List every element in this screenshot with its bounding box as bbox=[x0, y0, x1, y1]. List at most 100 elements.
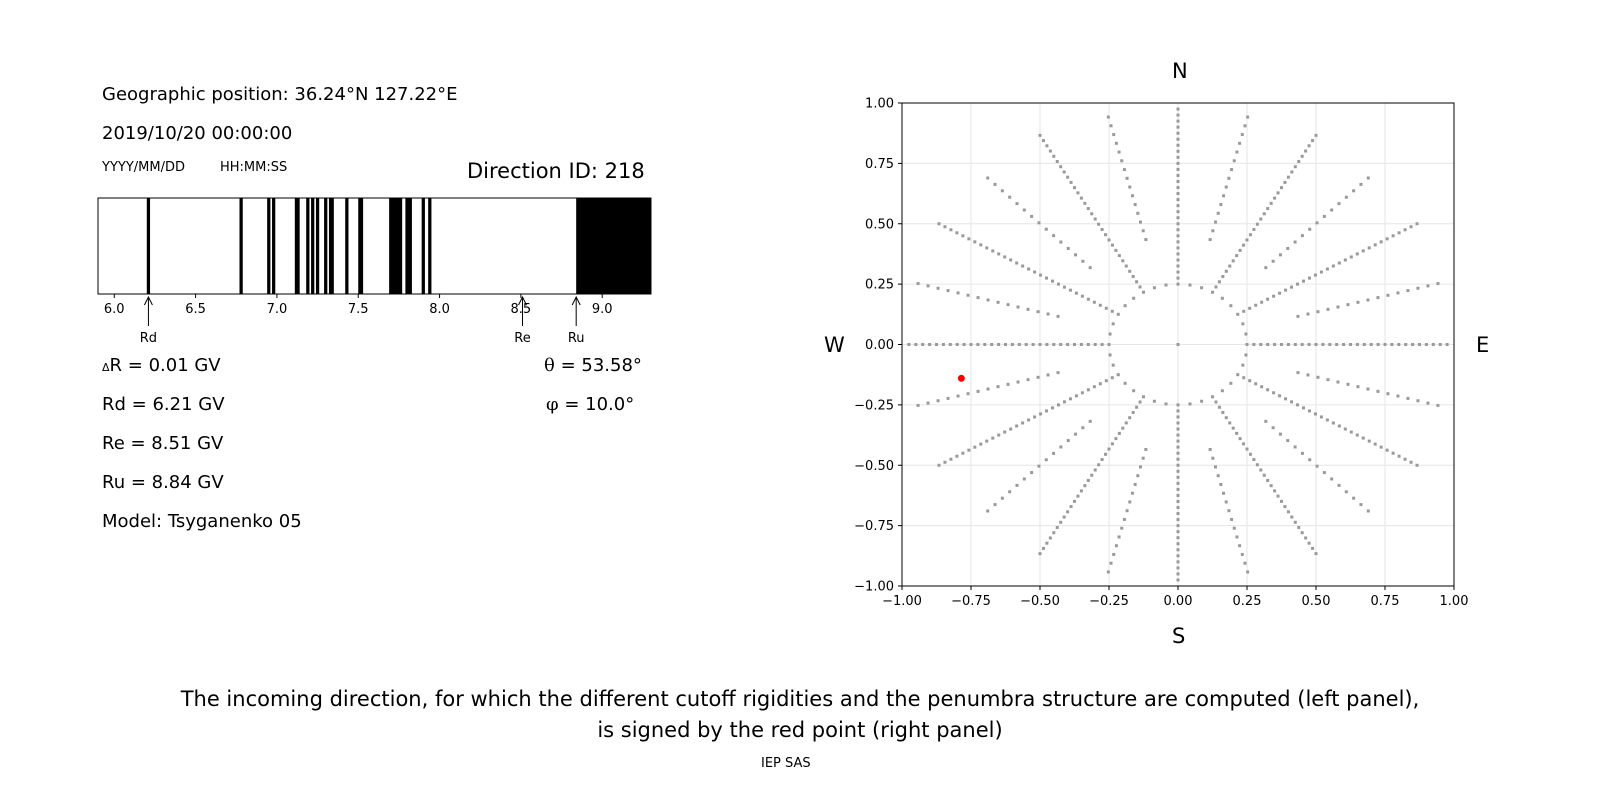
direction-point bbox=[1176, 167, 1180, 171]
direction-point bbox=[1176, 107, 1180, 111]
direction-point bbox=[1244, 332, 1248, 336]
direction-point bbox=[1176, 433, 1180, 437]
direction-point bbox=[1111, 322, 1115, 326]
direction-point bbox=[1176, 427, 1180, 431]
direction-point bbox=[916, 403, 920, 407]
direction-point bbox=[1117, 150, 1121, 154]
delta-symbol: Δ bbox=[102, 361, 110, 374]
direction-point bbox=[1266, 297, 1270, 301]
penumbra-tick-label: 6.5 bbox=[185, 302, 206, 317]
direction-point bbox=[1136, 211, 1140, 215]
x-tick-label: −0.75 bbox=[951, 594, 991, 609]
direction-point bbox=[1176, 173, 1180, 177]
direction-point bbox=[1359, 503, 1363, 507]
penumbra-tick-label: 7.0 bbox=[267, 302, 288, 317]
direction-point bbox=[1260, 385, 1264, 389]
direction-point bbox=[1219, 482, 1223, 486]
direction-point bbox=[1062, 400, 1066, 404]
direction-point bbox=[1176, 125, 1180, 129]
direction-point bbox=[1220, 296, 1224, 300]
direction-point bbox=[1059, 520, 1063, 524]
direction-point bbox=[1076, 494, 1080, 498]
direction-point bbox=[1259, 217, 1263, 221]
direction-point bbox=[1313, 412, 1317, 416]
direction-point bbox=[1086, 207, 1090, 211]
direction-point bbox=[1283, 505, 1287, 509]
direction-point bbox=[1176, 276, 1180, 280]
direction-point bbox=[1130, 491, 1134, 495]
scatter-frame bbox=[901, 102, 1455, 587]
direction-point bbox=[1326, 307, 1330, 311]
phi-text: = 10.0° bbox=[558, 394, 635, 415]
direction-point bbox=[1355, 252, 1359, 256]
x-tick-label: −0.50 bbox=[1020, 594, 1060, 609]
direction-point bbox=[1271, 426, 1275, 430]
delta-r-text: R = 0.01 GV bbox=[109, 355, 221, 376]
direction-point bbox=[1027, 267, 1031, 271]
direction-point bbox=[1176, 264, 1180, 268]
direction-point bbox=[1176, 198, 1180, 202]
direction-point bbox=[1396, 394, 1400, 398]
direction-point bbox=[1176, 228, 1180, 232]
direction-point bbox=[1336, 380, 1340, 384]
direction-point bbox=[1100, 227, 1104, 231]
direction-point bbox=[1208, 238, 1212, 242]
direction-point bbox=[1081, 259, 1085, 263]
direction-point bbox=[1003, 430, 1007, 434]
direction-point bbox=[1409, 225, 1413, 229]
direction-point bbox=[1083, 201, 1087, 205]
direction-point bbox=[1337, 483, 1341, 487]
direction-point bbox=[1262, 212, 1266, 216]
direction-point bbox=[1093, 343, 1097, 346]
direction-point bbox=[983, 343, 987, 346]
caption-line-1: The incoming direction, for which the di… bbox=[180, 687, 1420, 711]
direction-point bbox=[1108, 332, 1112, 336]
direction-point bbox=[1278, 253, 1282, 257]
direction-point bbox=[1176, 210, 1180, 214]
direction-point bbox=[1120, 526, 1124, 530]
direction-point bbox=[1343, 258, 1347, 262]
forbidden-band bbox=[294, 198, 300, 294]
direction-point bbox=[1211, 290, 1214, 294]
direction-point bbox=[1379, 445, 1383, 449]
direction-point bbox=[1352, 189, 1356, 193]
direction-point bbox=[1015, 424, 1019, 428]
direction-point bbox=[1296, 282, 1300, 286]
direction-point bbox=[1051, 406, 1055, 410]
penumbra-tick-label: 7.5 bbox=[348, 302, 369, 317]
direction-point bbox=[1176, 536, 1180, 540]
direction-point bbox=[1311, 546, 1315, 550]
direction-point bbox=[1445, 343, 1449, 346]
direction-point bbox=[1328, 343, 1332, 346]
marker-label-rd: Rd bbox=[140, 331, 157, 346]
direction-point bbox=[1086, 297, 1090, 301]
direction-point bbox=[1238, 141, 1242, 145]
penumbra-tick-label: 8.5 bbox=[511, 302, 532, 317]
direction-point bbox=[1306, 373, 1310, 377]
direction-point bbox=[1000, 189, 1004, 193]
direction-point bbox=[1176, 572, 1180, 576]
direction-point bbox=[1045, 276, 1049, 280]
direction-point bbox=[1248, 233, 1252, 237]
theta-value: θ = 53.58° bbox=[544, 355, 642, 376]
direction-point bbox=[1079, 343, 1083, 346]
direction-point bbox=[1208, 447, 1212, 451]
direction-point bbox=[1033, 415, 1037, 419]
direction-point bbox=[996, 300, 1000, 304]
y-tick-label: −1.00 bbox=[854, 580, 894, 595]
direction-point bbox=[1141, 456, 1145, 460]
re-value: Re = 8.51 GV bbox=[102, 433, 224, 454]
direction-point bbox=[1330, 208, 1334, 212]
direction-point bbox=[1107, 343, 1111, 346]
direction-point bbox=[967, 448, 971, 452]
direction-point bbox=[1356, 300, 1360, 304]
direction-point bbox=[1066, 510, 1070, 514]
direction-point bbox=[1114, 437, 1118, 441]
direction-point bbox=[1211, 395, 1214, 399]
direction-point bbox=[1131, 410, 1135, 414]
direction-point bbox=[1176, 463, 1180, 467]
direction-point bbox=[1418, 343, 1421, 346]
direction-point bbox=[1176, 216, 1180, 220]
direction-point bbox=[1122, 517, 1126, 521]
direction-point bbox=[1296, 314, 1300, 318]
